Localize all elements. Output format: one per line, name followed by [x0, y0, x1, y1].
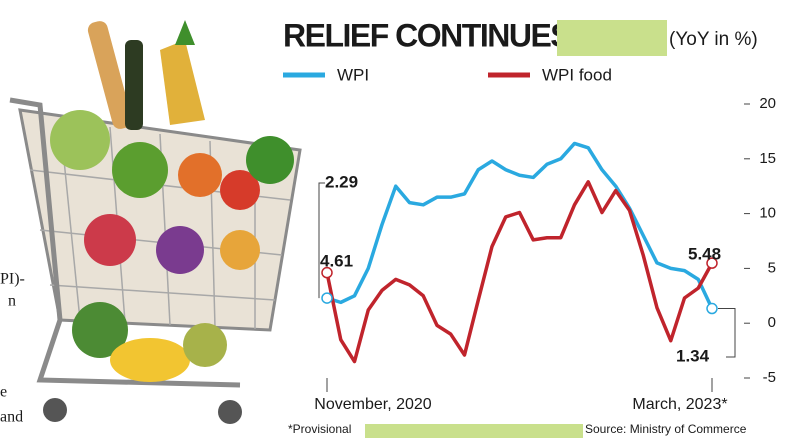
side-text: e [0, 384, 7, 401]
point-marker [321, 266, 333, 279]
source: Source: Ministry of Commerce [585, 422, 747, 436]
callout-line [318, 182, 325, 299]
side-text: PI)- [0, 271, 25, 288]
x-tick-label: March, 2023* [632, 396, 727, 413]
y-tick-label: 5 [768, 259, 776, 276]
footnote: *Provisional [288, 422, 351, 436]
side-text: n [8, 293, 16, 310]
chart-title: RELIEF CONTINUES [283, 17, 571, 53]
y-tick-label: 0 [768, 314, 776, 331]
title-highlight [557, 20, 667, 56]
value-label: 4.61 [320, 251, 353, 270]
value-label: 2.29 [325, 172, 358, 191]
point-marker [706, 302, 718, 315]
value-label: 1.34 [676, 346, 710, 365]
point-marker [321, 292, 333, 304]
chart-subtitle: (YoY in %) [669, 29, 758, 50]
callout-line [718, 308, 736, 358]
side-text: and [0, 409, 23, 426]
point-marker [706, 257, 718, 269]
y-tick-label: 10 [759, 205, 776, 222]
footer-highlight [365, 424, 583, 438]
value-label: 5.48 [688, 244, 721, 263]
y-tick-label: 20 [759, 95, 776, 112]
y-tick-label: -5 [763, 369, 776, 386]
cart-illustration [9, 20, 302, 424]
series-line [326, 141, 714, 310]
y-tick-label: 15 [759, 150, 776, 167]
legend-label: WPI food [542, 65, 612, 84]
legend-label: WPI [337, 65, 369, 84]
series-line [325, 180, 714, 364]
x-tick-label: November, 2020 [314, 396, 432, 413]
